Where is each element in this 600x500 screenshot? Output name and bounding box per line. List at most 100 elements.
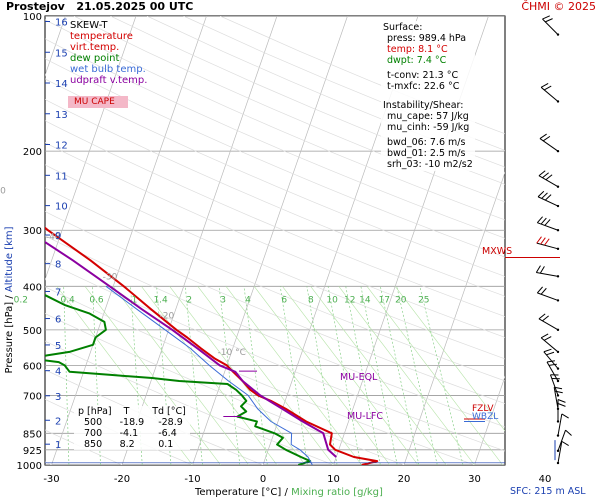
station-name: Prostejov — [6, 0, 65, 13]
forecast-datetime: 21.05.2025 00 UTC — [76, 0, 194, 13]
wind-barb-flag — [540, 237, 546, 245]
wind-barb-flag — [540, 287, 547, 295]
wind-barb-base — [556, 33, 560, 36]
wind-barb-base — [556, 229, 560, 232]
dry-adiabat — [45, 429, 123, 465]
wind-barb-flag — [545, 174, 553, 181]
dry-adiabat — [45, 340, 334, 465]
surface-dwpt: dwpt: 7.4 °C — [387, 55, 447, 66]
altitude-tick-label: 6 — [55, 315, 61, 326]
mxws-label: MXWS — [482, 246, 513, 257]
wind-barb-base — [556, 328, 560, 332]
wind-barb — [557, 413, 563, 436]
fzlv-label: FZLV — [472, 404, 494, 414]
mixing-ratio-tick-label: 17 — [379, 295, 390, 305]
mu-eql-label: MU-EQL — [340, 372, 378, 383]
wind-barb-flag — [543, 348, 552, 353]
surface-press: press: 989.4 hPa — [387, 33, 467, 44]
dry-adiabat — [45, 313, 405, 465]
wind-barb-flag — [539, 266, 545, 274]
wind-barb — [539, 138, 559, 152]
wind-barb-base — [556, 185, 560, 188]
dry-adiabat — [45, 235, 505, 428]
series-wet-bulb-temp — [105, 285, 313, 465]
temperature-tick-label: -20 — [114, 474, 130, 485]
table-cell: -4.1 — [119, 428, 139, 439]
wind-barb — [540, 337, 559, 353]
mixing-ratio-tick-label: 8 — [308, 295, 314, 305]
wind-barb-base — [556, 367, 560, 370]
dry-adiabat — [45, 78, 505, 277]
dry-adiabat — [45, 99, 505, 297]
isotherm-label: -10 °C — [218, 348, 246, 358]
table-header-row: p [hPa] T Td [°C] — [74, 406, 190, 417]
moist-adiabat — [141, 286, 278, 465]
wind-barb-flag — [537, 190, 545, 198]
pressure-tick-label: 500 — [23, 326, 42, 337]
moist-adiabat — [366, 286, 503, 465]
mixing-ratio-tick-label: 12 — [344, 295, 355, 305]
table-row: 700 -4.1 -6.4 — [74, 428, 190, 439]
mixing-ratio-tick-label: 3 — [220, 295, 226, 305]
mixing-ratio-tick-label: 2 — [186, 295, 192, 305]
wind-barb — [537, 196, 559, 207]
wind-barb-base — [556, 394, 560, 397]
dry-adiabat — [45, 19, 505, 221]
moist-adiabat — [338, 286, 475, 465]
pressure-tick-label: 925 — [23, 446, 42, 457]
moist-adiabat — [112, 286, 250, 465]
wind-barb-flag — [536, 216, 543, 224]
mixing-ratio-line — [184, 286, 203, 465]
wind-barb — [538, 318, 559, 331]
mixing-ratio-tick-label: 4 — [245, 295, 251, 305]
wind-barb — [536, 242, 559, 250]
wind-barb-flag — [539, 133, 547, 139]
series-temperature — [45, 226, 379, 465]
wind-barb — [557, 430, 566, 452]
surface-temp: temp: 8.1 °C — [387, 44, 448, 55]
mixing-ratio-label: Mixing ratio [g/kg] — [291, 487, 383, 498]
wind-barb-base — [556, 247, 560, 251]
mixing-ratio-line — [379, 286, 420, 465]
isotherm-label: -40 — [46, 233, 61, 243]
altitude-tick-label: 16 — [55, 18, 68, 29]
altitude-tick-label: 1 — [55, 440, 61, 451]
legend-temperature: temperature — [70, 31, 133, 42]
wind-barb — [550, 374, 559, 396]
mixing-ratio-tick-label: 1.4 — [153, 295, 168, 305]
altitude-tick-label: 7 — [55, 287, 61, 298]
table-cell: 700 — [84, 428, 103, 439]
dry-adiabat — [45, 120, 505, 317]
wind-barb-base — [556, 204, 560, 208]
altitude-tick-label: 15 — [55, 48, 68, 59]
wind-barb — [543, 351, 559, 369]
isotherm-label: -20 — [160, 312, 175, 322]
wind-barb-flag — [543, 85, 552, 91]
mixing-ratio-line — [419, 286, 464, 465]
wind-barb-flag — [561, 440, 569, 446]
wind-barb-flag — [542, 315, 549, 322]
dry-adiabat — [45, 187, 505, 382]
wind-barb-base — [556, 100, 560, 103]
station-title: Prostejov 21.05.2025 00 UTC — [6, 0, 193, 13]
wind-barb — [542, 18, 559, 35]
instability-mu-cinh: mu_cinh: -59 J/kg — [387, 122, 470, 133]
mixing-ratio-line — [396, 286, 438, 465]
table-cell: 8.2 — [119, 439, 135, 450]
moist-adiabat — [225, 286, 362, 465]
wind-barb-flag — [544, 238, 550, 246]
wind-barb-flag — [542, 172, 549, 179]
wind-barb-flag — [544, 194, 552, 201]
x-axis-label: Temperature [°C] — [195, 487, 282, 498]
instability-mu-cape: mu_cape: 57 J/kg — [387, 111, 469, 122]
table-cell: 850 — [84, 439, 103, 450]
isotherm-label: -30 — [103, 272, 118, 282]
sounding-table: p [hPa] T Td [°C] 500 -18.9 -28.9 700 -4… — [74, 406, 190, 450]
legend-updraft: udpraft v.temp. — [70, 75, 148, 86]
altitude-tick-label: 13 — [55, 110, 68, 121]
moist-adiabat — [197, 286, 334, 465]
wbzl-label: WBZL — [472, 412, 499, 422]
wind-barb-base — [556, 299, 560, 302]
